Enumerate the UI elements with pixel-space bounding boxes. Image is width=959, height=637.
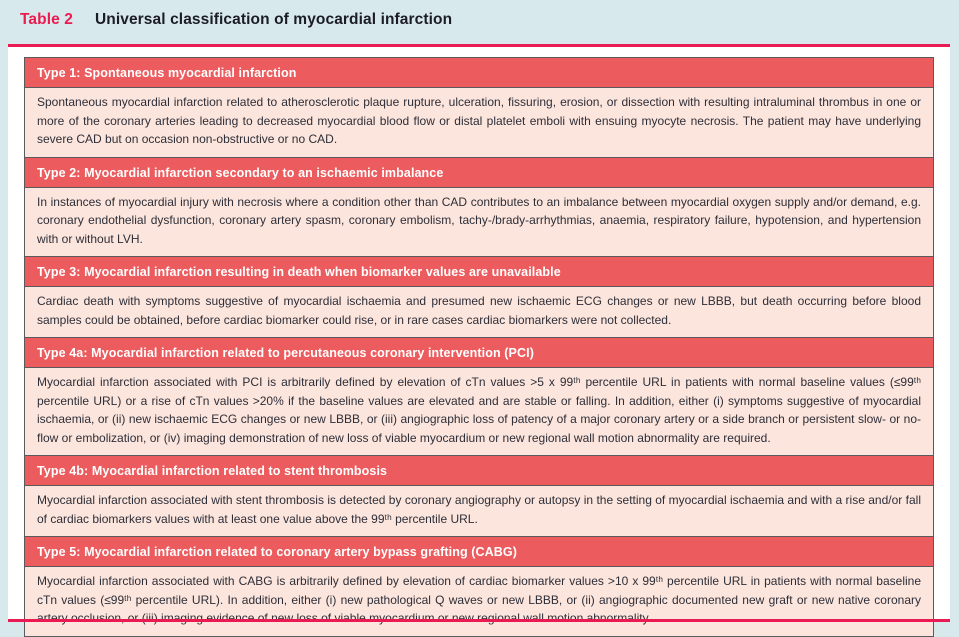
section-header: Type 4a: Myocardial infarction related t… (25, 337, 933, 368)
section-type-3: Type 3: Myocardial infarction resulting … (25, 256, 933, 337)
section-body: Myocardial infarction associated with CA… (25, 567, 933, 636)
section-body: Cardiac death with symptoms suggestive o… (25, 287, 933, 337)
bottom-divider-rule (8, 619, 950, 622)
section-type-5: Type 5: Myocardial infarction related to… (25, 536, 933, 636)
mi-classification-table: Type 1: Spontaneous myocardial infarctio… (24, 57, 934, 637)
section-header: Type 2: Myocardial infarction secondary … (25, 156, 933, 188)
section-type-4b: Type 4b: Myocardial infarction related t… (25, 455, 933, 536)
table-caption: Table 2 Universal classification of myoca… (20, 11, 939, 29)
section-body: Myocardial infarction associated with PC… (25, 368, 933, 455)
section-type-2: Type 2: Myocardial infarction secondary … (25, 156, 933, 256)
section-header: Type 4b: Myocardial infarction related t… (25, 455, 933, 486)
section-type-4a: Type 4a: Myocardial infarction related t… (25, 337, 933, 455)
table-label: Table 2 (20, 11, 73, 28)
top-divider-rule (8, 44, 950, 47)
section-type-1: Type 1: Spontaneous myocardial infarctio… (25, 58, 933, 157)
section-body: Spontaneous myocardial infarction relate… (25, 88, 933, 157)
section-header: Type 5: Myocardial infarction related to… (25, 536, 933, 567)
section-body: In instances of myocardial injury with n… (25, 187, 933, 256)
table-title: Universal classification of myocardial i… (94, 11, 453, 28)
section-header: Type 3: Myocardial infarction resulting … (25, 256, 933, 287)
section-header: Type 1: Spontaneous myocardial infarctio… (25, 58, 933, 88)
section-body: Myocardial infarction associated with st… (25, 486, 933, 536)
